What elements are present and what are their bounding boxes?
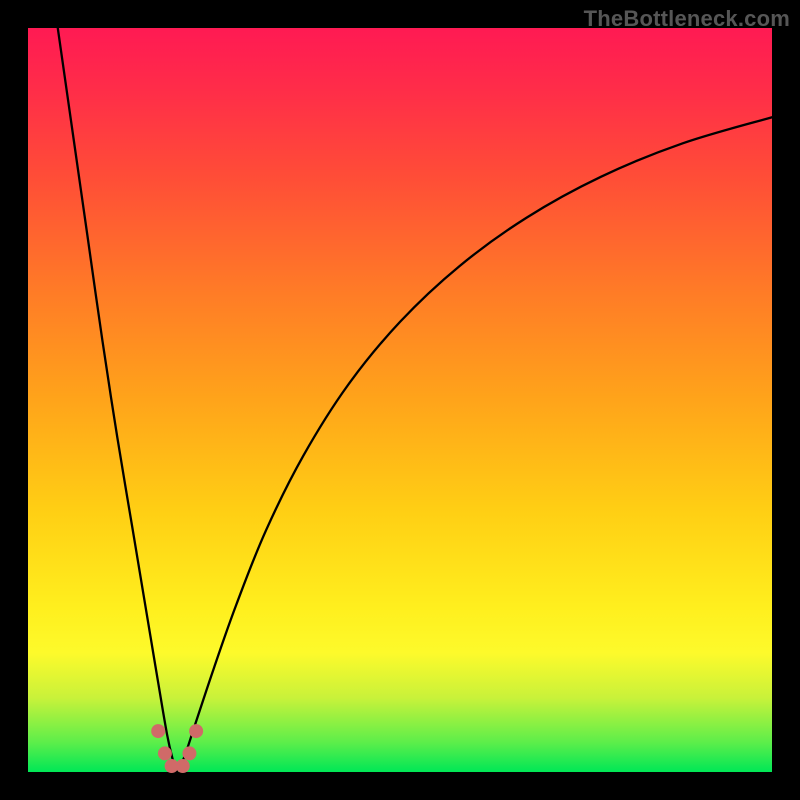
watermark-text: TheBottleneck.com: [584, 6, 790, 32]
marker-point: [158, 746, 172, 760]
plot-background: [28, 28, 772, 772]
chart-canvas: [0, 0, 800, 800]
marker-point: [151, 724, 165, 738]
chart-frame: TheBottleneck.com: [0, 0, 800, 800]
marker-point: [182, 746, 196, 760]
marker-point: [189, 724, 203, 738]
marker-point: [176, 759, 190, 773]
